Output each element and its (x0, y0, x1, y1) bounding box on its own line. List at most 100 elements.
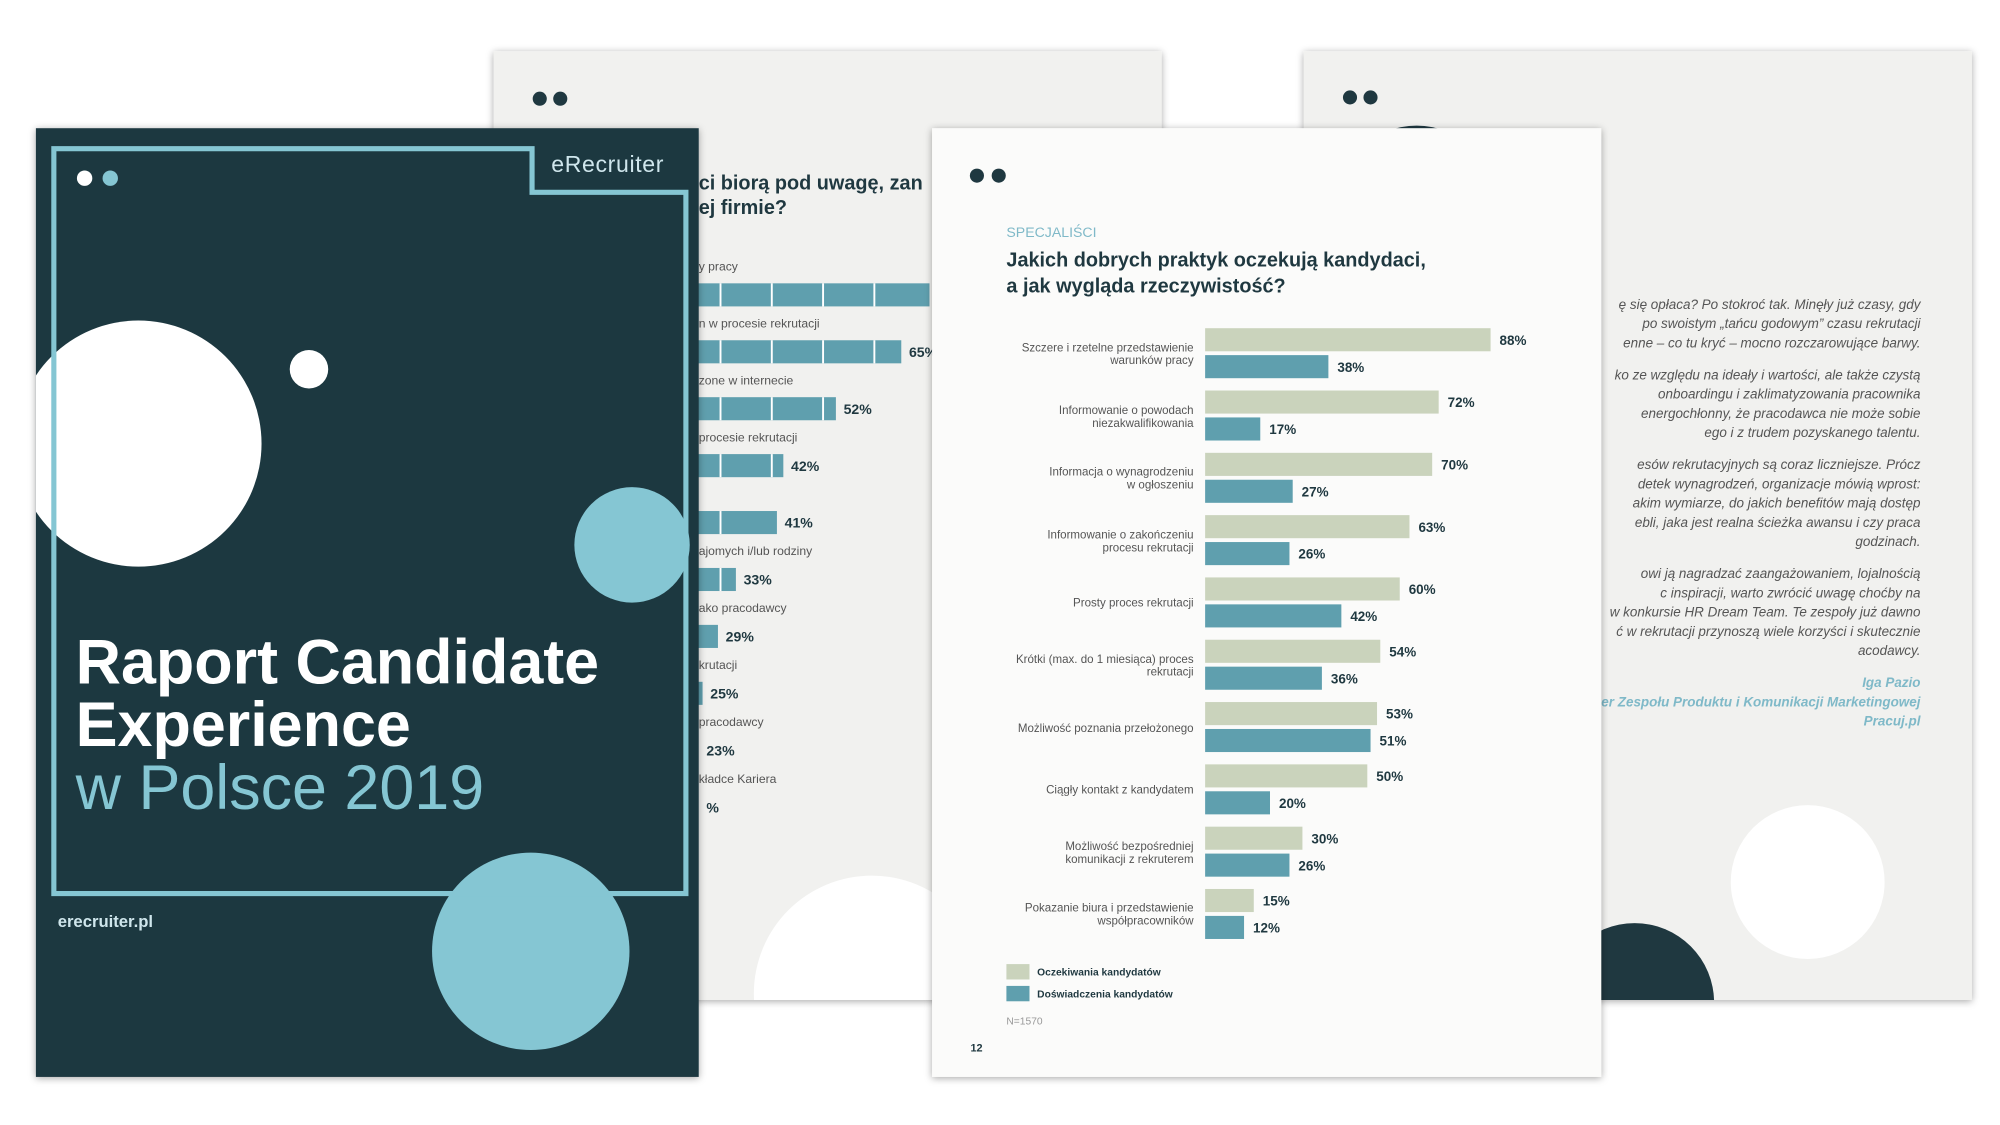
value-label: 25% (710, 685, 739, 701)
row-label: y pracy (699, 260, 739, 274)
row-label: krutacji (699, 658, 738, 672)
dot (1363, 90, 1378, 105)
value-label: 26% (1298, 547, 1325, 562)
dot (991, 168, 1006, 183)
bar (1205, 728, 1371, 753)
page-number: 12 (971, 1042, 983, 1054)
value-label: 29% (726, 629, 755, 645)
category-text: Informowanie o zakończeniu procesu rekru… (1047, 527, 1194, 554)
category-label: Informacja o wynagrodzeniu w ogłoszeniu (1049, 465, 1194, 492)
body-text: acodawcy. (1858, 643, 1921, 658)
circle (289, 350, 329, 389)
row-label: n w procesie rekrutacji (699, 316, 820, 330)
bar (1205, 577, 1400, 601)
dot (553, 91, 568, 106)
signature: er Zespołu Produktu i Komunikacji Market… (1601, 694, 1920, 709)
cover-title: Experience (76, 690, 411, 760)
value-label: 65% (909, 344, 938, 360)
body-text: w konkursie HR Dream Team. Te zespoły ju… (1610, 605, 1921, 620)
value-label: 38% (1337, 360, 1364, 375)
value-label: 33% (744, 572, 773, 588)
row-label: procesie rekrutacji (699, 430, 798, 444)
value-label: 70% (1441, 457, 1468, 472)
legend-label: Doświadczenia kandydatów (1037, 989, 1173, 1000)
value-label: 51% (1380, 734, 1407, 749)
dot (76, 170, 93, 186)
circle (574, 487, 690, 603)
bar (1205, 328, 1491, 352)
value-label: 12% (1253, 921, 1280, 936)
bar (1205, 853, 1290, 877)
row-label: pracodawcy (699, 715, 765, 729)
heading: ci biorą pod uwagę, zan (699, 173, 923, 195)
category-text: Możliwość poznania przełożonego (1017, 721, 1194, 735)
value-label: 23% (706, 742, 735, 758)
note: N=1570 (1006, 1016, 1042, 1027)
main-page: SPECJALIŚCI Jakich dobrych praktyk oczek… (932, 128, 1602, 1077)
category-label: Informowanie o zakończeniu procesu rekru… (1047, 527, 1194, 554)
value-label: 26% (1298, 858, 1325, 873)
bar (1205, 888, 1254, 913)
body-text: detek wynagrodzeń, organizacje mówią wpr… (1638, 476, 1921, 491)
body-text: ko ze względu na ideały i wartości, ale … (1615, 367, 1921, 382)
dot (1342, 90, 1358, 105)
value-label: % (706, 799, 719, 815)
body-text: enne – co tu kryć – mocno rozczarowujące… (1623, 335, 1920, 350)
category-text: Możliwość bezpośredniej komunikacji z re… (1065, 839, 1194, 866)
bar (1205, 915, 1245, 939)
signature: Iga Pazio (1862, 675, 1920, 690)
chart-title: Jakich dobrych praktyk oczekują kandydac… (1006, 250, 1425, 272)
bar (1205, 702, 1378, 726)
row-label: kładce Kariera (699, 772, 777, 786)
value-label: 36% (1331, 671, 1358, 686)
bar (1205, 639, 1381, 663)
body-text: akim wymiarze, do jakich benefitów mają … (1633, 496, 1921, 511)
heading: ej firmie? (699, 197, 787, 219)
bar (1205, 604, 1342, 628)
body-text: owi ją nagradzać zaangażowaniem, lojalno… (1641, 566, 1921, 581)
category-label: Możliwość poznania przełożonego (1017, 721, 1194, 735)
body-text: ć w rekrutacji przynoszą wiele korzyści … (1616, 624, 1920, 639)
frame (51, 146, 689, 897)
body-text: esów rekrutacyjnych są coraz liczniejsze… (1637, 457, 1921, 472)
legend-label: Oczekiwania kandydatów (1037, 968, 1161, 979)
value-label: 41% (785, 515, 814, 531)
value-label: 72% (1448, 395, 1475, 410)
legend-swatch (1006, 985, 1030, 1002)
bar (1205, 764, 1368, 788)
circle (1730, 805, 1885, 959)
category-text: Szczere i rzetelne przedstawienie warunk… (1021, 341, 1194, 367)
dot (102, 170, 118, 186)
chart-title: a jak wygląda rzeczywistość? (1006, 275, 1285, 297)
decor (35, 320, 690, 1050)
value-label: 52% (844, 401, 873, 417)
legend-swatch (1006, 964, 1030, 980)
category-text: Prosty proces rekrutacji (1073, 596, 1194, 610)
signature: Pracuj.pl (1864, 714, 1921, 729)
body-text: po swoistym „tańcu godowym” czasu rekrut… (1641, 316, 1921, 331)
section-label: SPECJALIŚCI (1006, 223, 1096, 240)
category-label: Szczere i rzetelne przedstawienie warunk… (1021, 341, 1194, 367)
category-text: Pokazanie biura i przedstawienie współpr… (1024, 901, 1194, 928)
body-text: ę się opłaca? Po stokroć tak. Minęły już… (1619, 297, 1922, 312)
category-text: Informacja o wynagrodzeniu w ogłoszeniu (1049, 465, 1194, 492)
circle (35, 320, 262, 567)
value-label: 17% (1269, 422, 1296, 437)
cover-title: Raport Candidate (76, 627, 599, 697)
decor (753, 875, 990, 1001)
circle (432, 852, 630, 1050)
value-label: 54% (1389, 644, 1416, 659)
category-label: Krótki (max. do 1 miesiąca) proces rekru… (1016, 653, 1194, 679)
category-text: Ciągły kontakt z kandydatem (1046, 783, 1194, 797)
cover: eRecruiter Raport Candidate Experience w… (35, 128, 699, 1077)
category-label: Ciągły kontakt z kandydatem (1046, 783, 1194, 797)
row-label: ajomych i/lub rodziny (699, 544, 813, 558)
value-label: 15% (1263, 894, 1290, 909)
body-text: ego i z trudem pozyskanego talentu. (1704, 425, 1920, 440)
bar (1205, 542, 1290, 566)
dot (532, 91, 547, 106)
bar (1205, 452, 1433, 476)
value-label: 20% (1279, 796, 1306, 811)
value-label: 30% (1311, 831, 1338, 846)
bar (1205, 355, 1329, 379)
